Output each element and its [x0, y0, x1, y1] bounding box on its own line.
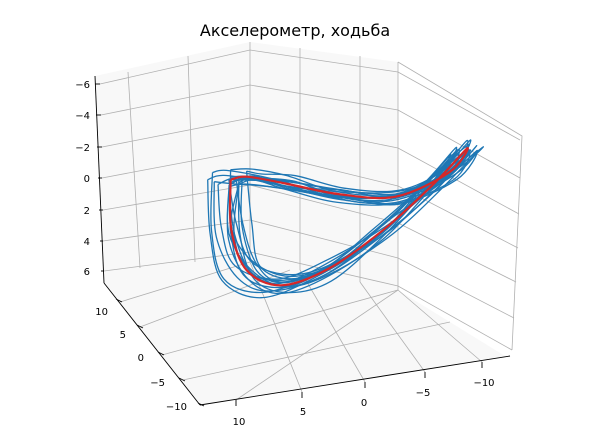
y-tick-label: 5 [120, 330, 126, 341]
x-tick-label: −10 [473, 378, 494, 389]
z-tick-label: 4 [84, 237, 90, 248]
back-pane-left [95, 42, 250, 283]
z-axis-ticks: −6 −4 −2 0 2 4 6 [75, 80, 104, 278]
x-tick-label: 5 [300, 407, 306, 418]
x-tick-label: 0 [361, 398, 367, 409]
y-axis-ticks: 10 5 0 −5 −10 [95, 298, 205, 413]
z-tick-label: 6 [84, 267, 90, 278]
y-tick-label: 0 [138, 353, 144, 364]
chart-title: Акселерометр, ходьба [200, 21, 390, 40]
back-pane-right [250, 42, 398, 290]
mean-trajectory-line [228, 147, 469, 287]
z-tick-label: 0 [84, 174, 90, 185]
y-tick-label: −10 [166, 402, 187, 413]
z-tick-label: −4 [75, 111, 90, 122]
y-tick-label: 10 [95, 307, 108, 318]
floor-pane [104, 262, 505, 405]
x-tick-label: 10 [233, 417, 246, 428]
axes [94, 75, 511, 406]
x-tick-label: −5 [416, 388, 431, 399]
z-tick-label: −6 [75, 80, 90, 91]
mean-trajectory [228, 147, 469, 287]
trajectory-line [226, 149, 478, 287]
y-tick-label: −5 [150, 378, 165, 389]
x-axis-ticks: 10 5 0 −5 −10 [233, 362, 495, 428]
z-tick-label: 2 [84, 206, 90, 217]
trajectory-line [226, 152, 471, 295]
z-tick-label: −2 [75, 143, 90, 154]
